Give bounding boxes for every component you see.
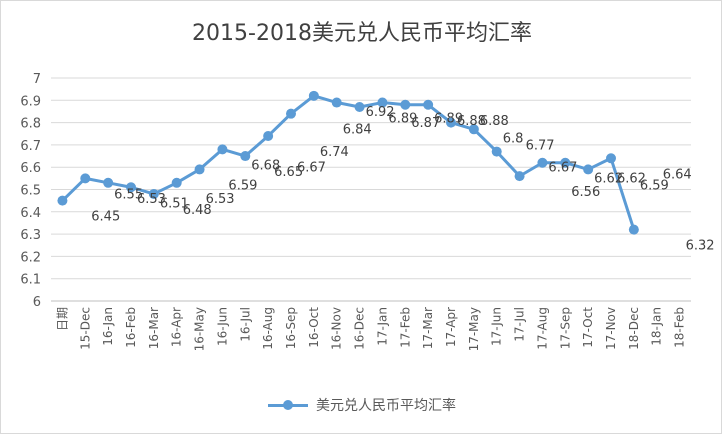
y-tick-label: 6.4 bbox=[20, 206, 41, 221]
data-label: 6.77 bbox=[526, 138, 555, 153]
data-label: 6.89 bbox=[388, 112, 417, 127]
x-tick-label: 16-Jan bbox=[101, 307, 115, 346]
data-point bbox=[126, 182, 136, 193]
data-label: 6.32 bbox=[686, 239, 715, 254]
data-point bbox=[560, 157, 571, 168]
data-label: 6.8 bbox=[503, 132, 524, 147]
data-label: 6.62 bbox=[594, 172, 623, 187]
data-point bbox=[446, 117, 456, 128]
data-point bbox=[514, 171, 525, 182]
x-tick-label: 16-Dec bbox=[353, 307, 367, 350]
data-point bbox=[606, 153, 616, 164]
x-tick-label: 16-May bbox=[193, 307, 207, 351]
chart-legend: 美元兑人民币平均汇率 bbox=[1, 395, 722, 416]
data-point bbox=[148, 188, 159, 199]
data-point bbox=[263, 130, 274, 141]
y-tick-label: 7 bbox=[33, 72, 41, 87]
data-label: 6.48 bbox=[183, 203, 212, 218]
x-tick-label: 17-Jul bbox=[513, 307, 527, 342]
data-point bbox=[171, 177, 182, 188]
data-label: 6.51 bbox=[160, 196, 189, 211]
data-label: 6.89 bbox=[434, 112, 463, 127]
data-point bbox=[468, 124, 479, 135]
data-label: 6.84 bbox=[343, 123, 372, 138]
y-tick-label: 6.5 bbox=[20, 184, 41, 199]
x-tick-label: 16-Feb bbox=[124, 307, 138, 348]
data-label: 6.62 bbox=[617, 172, 646, 187]
data-point bbox=[423, 99, 434, 110]
data-point bbox=[217, 144, 228, 155]
x-tick-label: 17-Oct bbox=[581, 307, 595, 348]
data-point bbox=[583, 164, 594, 175]
data-label: 6.87 bbox=[411, 116, 440, 131]
data-label: 6.88 bbox=[457, 114, 486, 129]
x-tick-label: 17-Sep bbox=[558, 307, 572, 349]
data-point bbox=[628, 224, 639, 235]
data-label: 6.67 bbox=[548, 161, 577, 176]
y-tick-label: 6 bbox=[33, 295, 41, 310]
data-point bbox=[537, 157, 548, 168]
data-label: 6.67 bbox=[297, 161, 326, 176]
y-tick-label: 6.2 bbox=[20, 250, 41, 265]
data-label: 6.65 bbox=[274, 165, 303, 180]
x-tick-label: 18-Feb bbox=[673, 307, 687, 348]
y-tick-label: 6.8 bbox=[20, 117, 41, 132]
data-label: 6.88 bbox=[480, 114, 509, 129]
legend-line-marker-icon bbox=[268, 398, 308, 412]
x-tick-label: 17-Feb bbox=[398, 307, 412, 348]
data-point bbox=[80, 173, 91, 184]
data-label: 6.64 bbox=[663, 167, 692, 182]
data-point bbox=[491, 146, 502, 157]
chart-title: 2015-2018美元兑人民币平均汇率 bbox=[192, 21, 532, 46]
data-label: 6.55 bbox=[114, 187, 143, 202]
data-point bbox=[331, 97, 342, 108]
x-tick-label: 16-Jul bbox=[238, 307, 252, 342]
x-tick-label: 18-Dec bbox=[627, 307, 641, 350]
data-point bbox=[354, 101, 365, 112]
data-point bbox=[103, 177, 114, 188]
data-label: 6.53 bbox=[137, 192, 166, 207]
data-point bbox=[57, 195, 68, 206]
x-tick-label: 16-Jun bbox=[215, 307, 229, 346]
x-tick-label: 17-Mar bbox=[421, 307, 435, 349]
x-tick-label: 16-Mar bbox=[147, 307, 161, 349]
data-label: 6.56 bbox=[571, 185, 600, 200]
y-tick-label: 6.6 bbox=[20, 161, 41, 176]
x-tick-label: 15-Dec bbox=[78, 307, 92, 350]
y-tick-label: 6.7 bbox=[20, 139, 41, 154]
data-label: 6.68 bbox=[251, 158, 280, 173]
x-tick-label: 17-Apr bbox=[444, 307, 458, 347]
data-label: 6.59 bbox=[640, 178, 669, 193]
x-tick-label: 17-Jun bbox=[490, 307, 504, 346]
x-tick-label: 16-Aug bbox=[261, 307, 275, 350]
data-point bbox=[400, 99, 411, 110]
data-point bbox=[240, 151, 251, 162]
data-label: 6.59 bbox=[228, 178, 257, 193]
x-tick-label: 16-Nov bbox=[330, 307, 344, 350]
data-label: 6.45 bbox=[91, 210, 120, 225]
x-tick-label: 17-Aug bbox=[535, 307, 549, 350]
x-tick-label: 日期 bbox=[55, 307, 69, 331]
x-tick-label: 17-Nov bbox=[604, 307, 618, 350]
x-tick-label: 16-Apr bbox=[170, 307, 184, 347]
data-point bbox=[308, 90, 319, 101]
data-label: 6.74 bbox=[320, 145, 349, 160]
data-label: 6.92 bbox=[366, 105, 395, 120]
legend-label: 美元兑人民币平均汇率 bbox=[316, 398, 456, 414]
y-tick-label: 6.9 bbox=[20, 94, 41, 109]
x-tick-label: 18-Jan bbox=[650, 307, 664, 346]
y-tick-label: 6.1 bbox=[20, 273, 41, 288]
data-point bbox=[377, 97, 388, 108]
x-tick-label: 16-Oct bbox=[307, 307, 321, 348]
x-tick-label: 17-Jan bbox=[375, 307, 389, 346]
y-tick-label: 6.3 bbox=[20, 228, 41, 243]
data-point bbox=[286, 108, 296, 119]
data-point bbox=[194, 164, 205, 175]
x-tick-label: 16-Sep bbox=[284, 307, 298, 349]
x-tick-label: 17-May bbox=[467, 307, 481, 351]
data-label: 6.53 bbox=[206, 192, 235, 207]
